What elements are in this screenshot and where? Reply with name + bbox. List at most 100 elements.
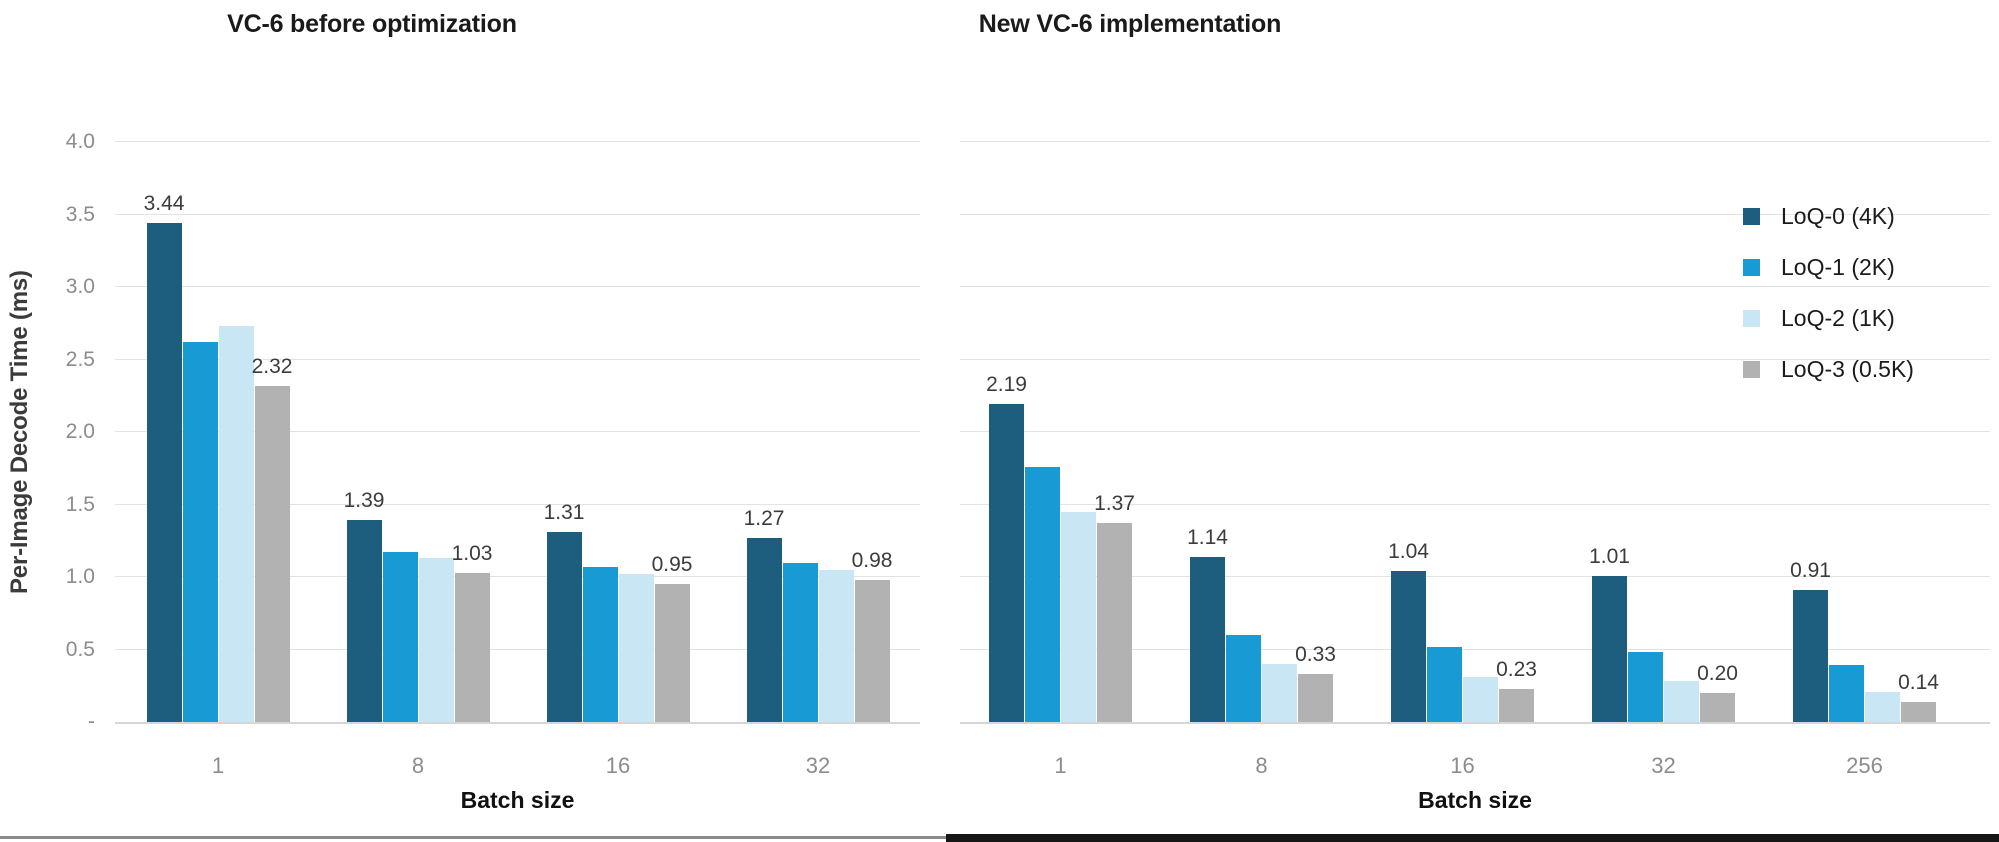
bar-value-label: 0.91 [1790,559,1831,583]
bar-value-label: 0.98 [851,548,893,572]
bar [782,562,818,722]
gridline [115,141,920,142]
bar-value-label: 0.23 [1496,657,1537,681]
bar-value-label: 1.14 [1187,525,1228,549]
y-tick-label: 3.0 [65,275,95,298]
bar [382,552,418,722]
gridline [960,141,1990,142]
bar [1226,635,1261,722]
bar [618,574,654,722]
bar-group: 1.04 0.23 [1388,540,1537,722]
y-tick-label: - [88,710,95,733]
x-tick-label: 8 [1255,753,1268,778]
bar: 2.19 [986,373,1027,722]
legend-label: LoQ-3 (0.5K) [1781,355,1914,382]
legend-label: LoQ-2 (1K) [1781,304,1895,331]
category-group: 3.44 2.32 1 [118,142,318,778]
bar: 0.14 [1898,671,1939,722]
y-tick-label: 1.5 [65,492,95,516]
bar: 3.44 [144,192,184,722]
y-tick-label: 2.0 [65,420,95,443]
bar-value-label: 0.14 [1898,670,1939,694]
gridline [115,213,920,215]
category-group: 1.14 0.33 8 [1161,142,1362,778]
legend-label: LoQ-1 (2K) [1781,253,1895,280]
bar-value-label: 3.44 [143,192,185,216]
bar-value-label: 1.04 [1388,540,1429,564]
legend: LoQ-0 (4K) LoQ-1 (2K) LoQ-2 (1K) LoQ-3 (0.5… [1743,203,1914,407]
bar-value-label: 1.01 [1589,544,1630,568]
bar-value-label: 0.95 [651,553,693,577]
bar [818,569,854,722]
legend-item: LoQ-1 (2K) [1743,254,1914,280]
legend-item: LoQ-2 (1K) [1743,305,1914,331]
bar-group: 3.44 2.32 [144,192,292,722]
bar: 1.03 [452,542,492,722]
category-group: 1.31 0.95 16 [518,142,718,778]
gridline [960,213,1990,215]
bar-value-label: 0.33 [1295,643,1336,667]
gridline [115,358,920,360]
gridline [115,576,920,577]
bar [1025,466,1060,722]
category-group: 2.19 1.37 1 [960,142,1161,778]
bar [582,566,618,722]
bar-group: 0.91 0.14 [1790,559,1939,722]
bar [1829,665,1864,722]
bar-group: 2.19 1.37 [986,373,1135,722]
category-group: 0.91 0.14 256 [1764,142,1965,778]
category-group: 1.39 1.03 8 [318,142,518,778]
x-tick-label: 1 [1054,753,1067,778]
gridline [115,431,920,432]
y-tick-label: 1.0 [65,565,95,588]
x-tick-label: 8 [411,753,425,778]
bar [1427,646,1462,722]
bar-value-label: 1.39 [343,489,385,513]
bar [182,342,218,722]
left-x-axis-title: Batch size [460,787,575,813]
bar-group: 1.14 0.33 [1187,526,1336,722]
bar [1262,664,1297,722]
legend-swatch-icon [1743,360,1760,378]
bar-group: 1.39 1.03 [344,489,492,722]
bar-value-label: 2.19 [986,373,1027,397]
bottom-strip-right [946,834,1999,842]
bar: 1.14 [1187,526,1228,722]
y-tick-label: 3.5 [65,202,95,226]
gridline [115,503,920,505]
left-chart-plot-area: 3.44 2.32 1 1.39 1.03 8 1.31 0.95 16 1.27 0.98 32 [115,141,920,778]
bar: 0.20 [1697,662,1738,722]
gridline [115,648,920,650]
legend-item: LoQ-3 (0.5K) [1743,356,1914,382]
bar-value-label: 1.37 [1094,492,1135,516]
y-tick-label: 2.5 [65,347,95,371]
bar [418,558,454,722]
gridline [960,358,1990,360]
bar [1463,677,1498,722]
bar-value-label: 1.03 [451,541,493,565]
bar: 0.23 [1496,658,1537,722]
y-tick-label: 0.5 [65,637,95,661]
bottom-strip-left [0,836,946,839]
category-group: 1.04 0.23 16 [1362,142,1563,778]
x-tick-label: 16 [1450,753,1475,778]
bar [1865,691,1900,722]
legend-swatch-icon [1743,309,1760,327]
category-group: 1.01 0.20 32 [1563,142,1764,778]
right-chart-title: New VC-6 implementation [978,10,1282,38]
gridline [960,286,1990,287]
gridline [960,503,1990,505]
bar-group: 1.01 0.20 [1589,545,1738,722]
bar: 1.37 [1094,492,1135,722]
legend-swatch-icon [1743,258,1760,276]
left-chart-title: VC-6 before optimization [227,10,517,38]
x-tick-label: 256 [1846,753,1883,778]
legend-item: LoQ-0 (4K) [1743,203,1914,229]
bars-row: 2.19 1.37 1 1.14 0.33 8 1.04 0.23 16 1.01 0.20 32 0.… [960,142,1965,778]
gridline [960,576,1990,577]
bar: 0.33 [1295,643,1336,722]
legend-swatch-icon [1743,207,1760,225]
bar [218,326,254,722]
legend-label: LoQ-0 (4K) [1781,202,1895,229]
